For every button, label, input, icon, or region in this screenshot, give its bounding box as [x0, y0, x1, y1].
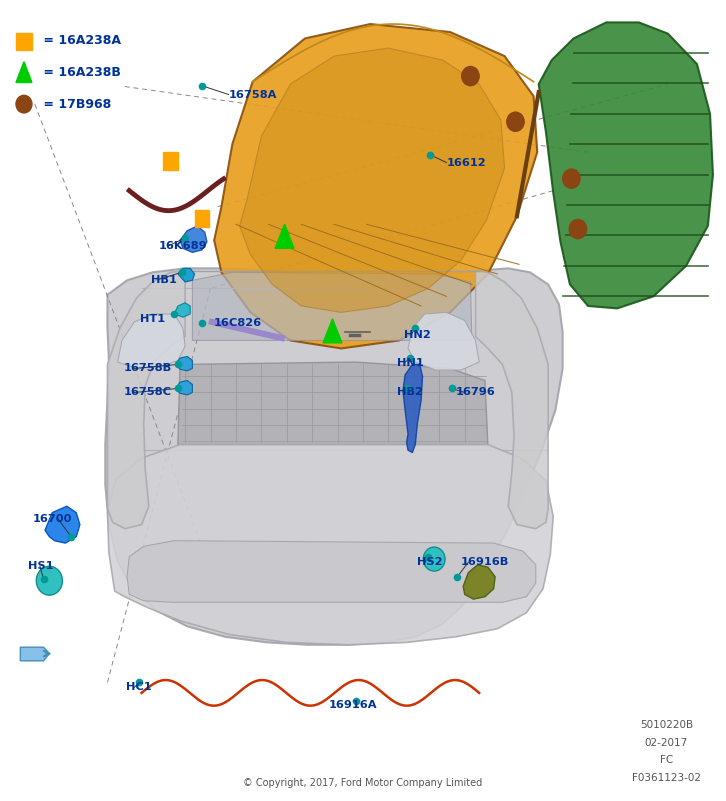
- Text: 16916A: 16916A: [329, 700, 378, 710]
- Text: HN2: HN2: [404, 330, 431, 340]
- Circle shape: [462, 66, 479, 86]
- Text: = 16A238B: = 16A238B: [39, 66, 121, 78]
- Text: HB2: HB2: [397, 388, 423, 397]
- Text: HS1: HS1: [28, 562, 53, 571]
- Polygon shape: [214, 24, 537, 348]
- Text: 16758A: 16758A: [229, 90, 277, 99]
- Circle shape: [36, 566, 62, 595]
- Bar: [16, 33, 32, 50]
- Polygon shape: [178, 362, 488, 445]
- Circle shape: [569, 219, 587, 239]
- Polygon shape: [178, 268, 195, 282]
- Text: HC1: HC1: [126, 682, 151, 692]
- Text: 5010220B: 5010220B: [640, 720, 693, 730]
- Text: 16796: 16796: [456, 388, 496, 397]
- Text: F0361123-02: F0361123-02: [632, 773, 701, 783]
- Text: HS2: HS2: [417, 557, 443, 567]
- Text: 16C826: 16C826: [214, 318, 262, 328]
- Circle shape: [16, 95, 32, 113]
- Polygon shape: [118, 314, 185, 368]
- Circle shape: [507, 112, 524, 131]
- Circle shape: [423, 547, 445, 571]
- Polygon shape: [463, 565, 495, 599]
- Text: FC: FC: [660, 755, 673, 765]
- Polygon shape: [180, 226, 207, 252]
- Bar: [163, 152, 178, 170]
- Text: = 17B968: = 17B968: [39, 98, 112, 111]
- Polygon shape: [174, 303, 190, 317]
- Text: 16K689: 16K689: [158, 241, 207, 251]
- Text: HB1: HB1: [151, 275, 177, 284]
- Text: HN1: HN1: [397, 358, 424, 368]
- Polygon shape: [107, 445, 553, 645]
- Polygon shape: [275, 224, 294, 248]
- Bar: [195, 210, 209, 227]
- Text: 16612: 16612: [446, 158, 486, 167]
- Polygon shape: [539, 22, 713, 308]
- Polygon shape: [403, 364, 423, 453]
- Polygon shape: [45, 506, 80, 543]
- Polygon shape: [408, 312, 479, 370]
- Polygon shape: [192, 272, 472, 340]
- Polygon shape: [176, 380, 192, 395]
- Text: HT1: HT1: [140, 314, 166, 324]
- Polygon shape: [323, 319, 342, 343]
- Polygon shape: [240, 48, 505, 312]
- Text: 16700: 16700: [33, 514, 72, 524]
- Polygon shape: [476, 271, 548, 529]
- Text: © Copyright, 2017, Ford Motor Company Limited: © Copyright, 2017, Ford Motor Company Li…: [243, 779, 483, 788]
- Polygon shape: [107, 271, 185, 529]
- Polygon shape: [105, 268, 563, 645]
- Polygon shape: [20, 647, 49, 661]
- Text: 02-2017: 02-2017: [645, 738, 688, 747]
- Polygon shape: [176, 356, 192, 371]
- Circle shape: [563, 169, 580, 188]
- Text: 16916B: 16916B: [461, 557, 510, 567]
- Text: = 16A238A: = 16A238A: [39, 34, 121, 46]
- Text: 16758B: 16758B: [123, 364, 171, 373]
- Text: 16758C: 16758C: [123, 388, 171, 397]
- Polygon shape: [127, 541, 536, 602]
- Polygon shape: [16, 62, 32, 83]
